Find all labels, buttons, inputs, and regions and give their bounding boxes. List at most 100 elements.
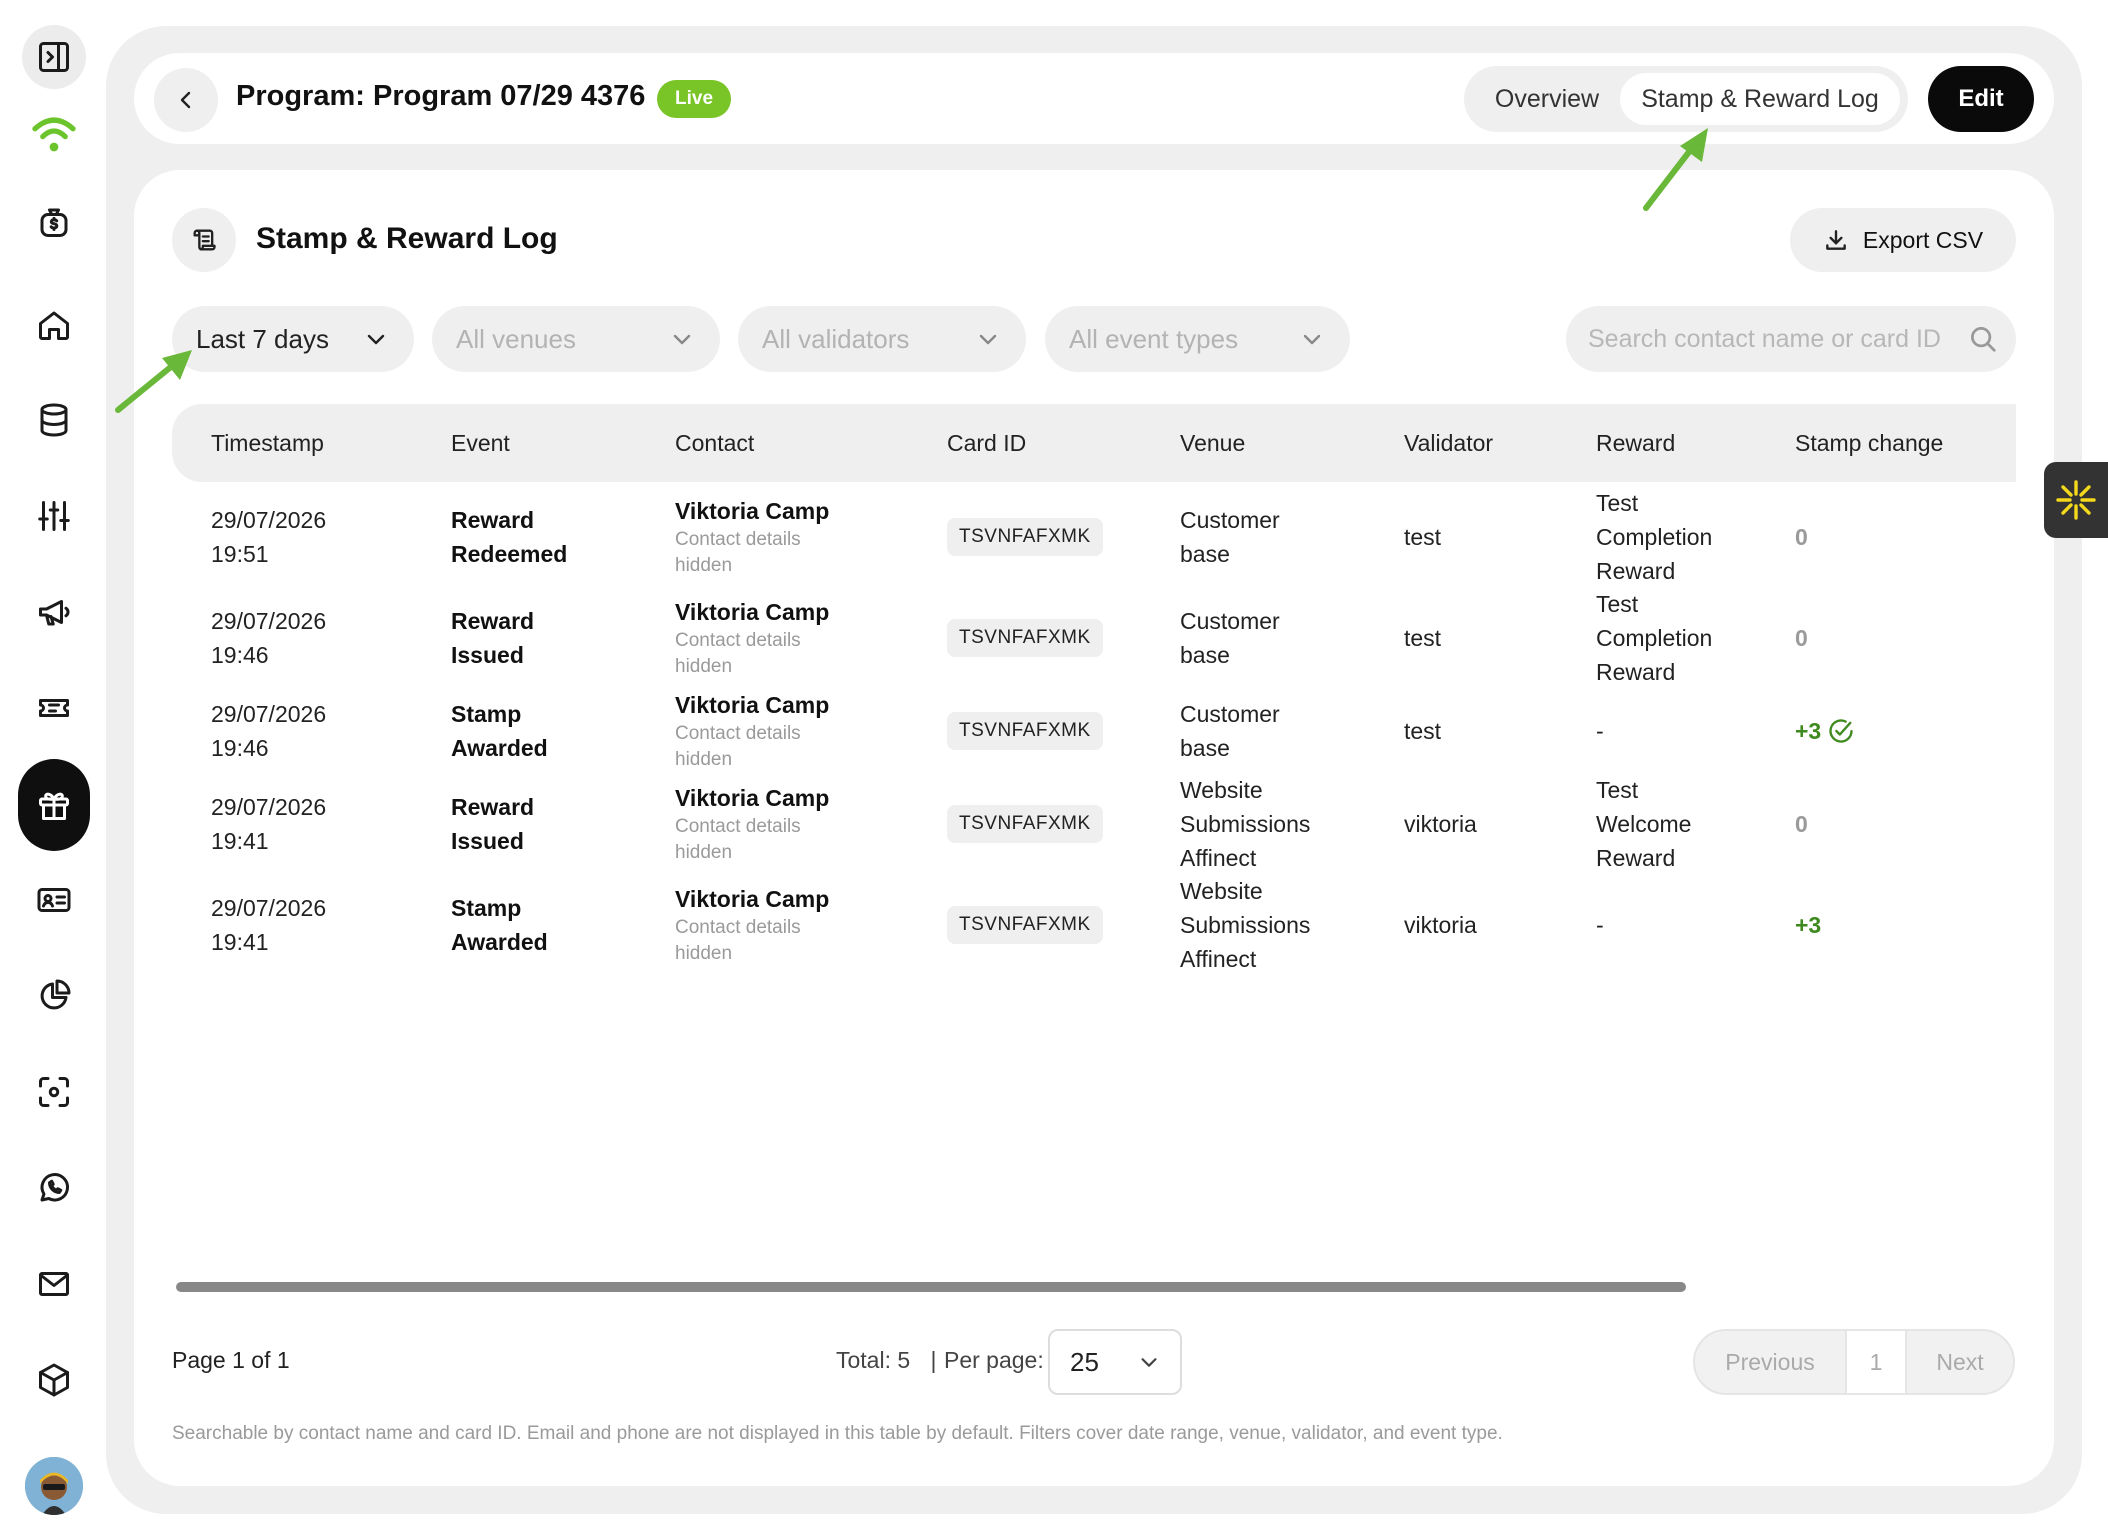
money-bag-icon[interactable] xyxy=(28,196,80,248)
venue-cell: Website Submissions Affinect xyxy=(1180,874,1310,976)
cell-line: base xyxy=(1180,642,1230,668)
validator-cell: test xyxy=(1404,524,1442,550)
gift-icon[interactable] xyxy=(18,759,90,851)
venues-placeholder: All venues xyxy=(456,323,576,354)
next-button[interactable]: Next xyxy=(1936,1348,1984,1375)
event-types-select[interactable]: All event types xyxy=(1045,306,1350,372)
cell-line: Completion xyxy=(1596,625,1713,651)
contact-details-hidden: Contact details hidden xyxy=(675,816,801,863)
timestamp-date: 29/07/2026 xyxy=(211,701,327,727)
cell-line: Test xyxy=(1596,777,1639,803)
column-header-reward[interactable]: Reward xyxy=(1596,429,1676,456)
contact-cell: Viktoria Camp Contact details hidden xyxy=(675,596,829,680)
back-button[interactable] xyxy=(154,68,218,132)
avatar[interactable] xyxy=(25,1457,83,1515)
venue-cell: Customer base xyxy=(1180,697,1280,765)
column-header-contact[interactable]: Contact xyxy=(675,429,755,456)
card-id-chip[interactable]: TSVNFAFXMK xyxy=(947,906,1103,944)
sliders-icon[interactable] xyxy=(28,490,80,542)
pie-chart-icon[interactable] xyxy=(28,970,80,1022)
date-range-value: Last 7 days xyxy=(196,323,329,354)
date-range-select[interactable]: Last 7 days xyxy=(172,306,414,372)
sparkle-icon xyxy=(2056,480,2096,520)
contact-name[interactable]: Viktoria Camp xyxy=(675,599,830,625)
search-input[interactable] xyxy=(1588,324,1968,354)
horizontal-scrollbar[interactable] xyxy=(176,1282,1686,1292)
id-card-icon[interactable] xyxy=(28,874,80,926)
page-number-1[interactable]: 1 xyxy=(1845,1331,1907,1393)
column-header-validator[interactable]: Validator xyxy=(1404,429,1494,456)
venue-cell: Website Submissions Affinect xyxy=(1180,773,1310,875)
box-icon[interactable] xyxy=(28,1354,80,1406)
cell-line: Reward xyxy=(1596,558,1676,584)
timestamp-time: 19:41 xyxy=(211,929,269,955)
card-id-chip[interactable]: TSVNFAFXMK xyxy=(947,518,1103,556)
stamp-change-value: +3 xyxy=(1795,912,1822,938)
cell-line: - xyxy=(1596,912,1604,938)
column-header-event[interactable]: Event xyxy=(451,429,510,456)
contact-name[interactable]: Viktoria Camp xyxy=(675,886,830,912)
event-line-1: Reward xyxy=(451,608,535,634)
program-title: Program: Program 07/29 4376 xyxy=(236,80,646,112)
card-id-chip[interactable]: TSVNFAFXMK xyxy=(947,619,1103,657)
mail-icon[interactable] xyxy=(28,1258,80,1310)
event-cell: Stamp Awarded xyxy=(451,697,548,765)
per-page-select[interactable]: 25 xyxy=(1048,1329,1182,1395)
card-id-chip[interactable]: TSVNFAFXMK xyxy=(947,805,1103,843)
left-icon-rail xyxy=(0,0,108,1540)
per-page-label: Per page: xyxy=(944,1347,1044,1373)
stamp-change-value: 0 xyxy=(1795,625,1808,651)
cell-line: Submissions xyxy=(1180,912,1311,938)
contact-name[interactable]: Viktoria Camp xyxy=(675,692,830,718)
contact-name[interactable]: Viktoria Camp xyxy=(675,785,830,811)
scan-face-icon[interactable] xyxy=(28,1066,80,1118)
validators-select[interactable]: All validators xyxy=(738,306,1026,372)
pagination-controls: Previous 1 Next xyxy=(1693,1329,2015,1395)
venues-select[interactable]: All venues xyxy=(432,306,720,372)
reward-cell: - xyxy=(1596,908,1604,942)
event-cell: Reward Redeemed xyxy=(451,503,567,571)
search-icon[interactable] xyxy=(1968,324,1998,354)
timestamp-cell: 29/07/2026 19:46 xyxy=(211,697,326,765)
stamp-change-cell: 0 xyxy=(1795,807,1808,841)
validator-cell: viktoria xyxy=(1404,811,1477,837)
sidebar-toggle-icon[interactable] xyxy=(22,25,86,89)
floating-assistant-button[interactable] xyxy=(2044,462,2108,538)
contact-name[interactable]: Viktoria Camp xyxy=(675,498,830,524)
validators-placeholder: All validators xyxy=(762,323,910,354)
card-id-chip[interactable]: TSVNFAFXMK xyxy=(947,712,1103,750)
ticket-icon[interactable] xyxy=(28,682,80,734)
annotation-arrow-filter xyxy=(115,350,192,413)
cell-line: Test xyxy=(1596,591,1639,617)
event-line-1: Reward xyxy=(451,794,535,820)
cell-line: Affinect xyxy=(1180,845,1257,871)
edit-button[interactable]: Edit xyxy=(1928,66,2034,132)
event-line-1: Stamp xyxy=(451,895,522,921)
database-icon[interactable] xyxy=(28,394,80,446)
column-header-card-id[interactable]: Card ID xyxy=(947,429,1027,456)
event-line-1: Reward xyxy=(451,507,535,533)
timestamp-time: 19:46 xyxy=(211,735,269,761)
tab-overview[interactable]: Overview xyxy=(1494,84,1600,113)
reward-cell: Test Completion Reward xyxy=(1596,486,1712,588)
tab-stamp-reward-log[interactable]: Stamp & Reward Log xyxy=(1620,73,1900,125)
status-badge: Live xyxy=(657,80,732,118)
timestamp-cell: 29/07/2026 19:41 xyxy=(211,891,326,959)
table-header: Timestamp Event Contact Card ID Venue Va… xyxy=(172,404,2016,482)
download-icon xyxy=(1826,230,1846,250)
column-header-venue[interactable]: Venue xyxy=(1180,429,1246,456)
column-header-stamp-change[interactable]: Stamp change xyxy=(1795,429,1944,456)
event-cell: Stamp Awarded xyxy=(451,891,548,959)
previous-button[interactable]: Previous xyxy=(1725,1348,1815,1375)
cell-line: Welcome xyxy=(1596,811,1692,837)
export-csv-button[interactable]: Export CSV xyxy=(1790,208,2016,272)
brand-logo-icon[interactable] xyxy=(28,108,80,160)
timestamp-cell: 29/07/2026 19:51 xyxy=(211,503,326,571)
venue-cell: Customer base xyxy=(1180,604,1280,672)
whatsapp-icon[interactable] xyxy=(28,1162,80,1214)
megaphone-icon[interactable] xyxy=(28,586,80,638)
cell-line: Website xyxy=(1180,777,1263,803)
column-header-timestamp[interactable]: Timestamp xyxy=(211,429,324,456)
event-cell: Reward Issued xyxy=(451,604,534,672)
home-icon[interactable] xyxy=(28,299,80,351)
